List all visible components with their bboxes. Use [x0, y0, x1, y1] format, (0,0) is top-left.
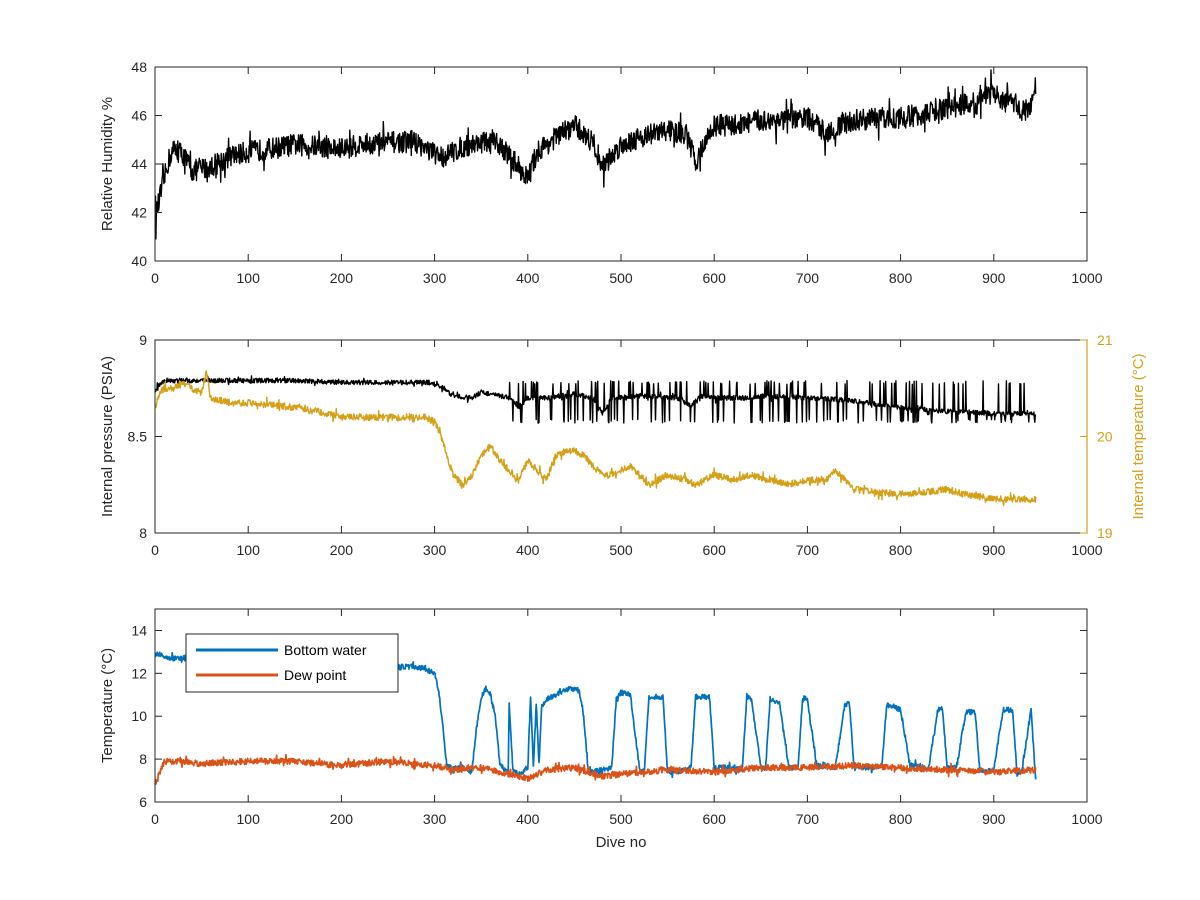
panel-2-xtick-label: 200 — [330, 542, 354, 558]
panel-3-xtick-label: 800 — [889, 811, 913, 827]
panel-3-xtick-label: 900 — [982, 811, 1006, 827]
panel-3-xtick-label: 0 — [151, 811, 159, 827]
panel-2-xtick-label: 1000 — [1071, 542, 1102, 558]
panel-1-xtick-label: 800 — [889, 270, 913, 286]
panel-1-xtick-label: 100 — [237, 270, 261, 286]
panel-3-xtick-label: 1000 — [1071, 811, 1102, 827]
panel-2-ylabel-right: Internal temperature (°C) — [1130, 353, 1147, 519]
panel-2-xtick-label: 300 — [423, 542, 447, 558]
panel-2-xtick-label: 500 — [609, 542, 633, 558]
panel-2-xtick-label: 100 — [237, 542, 261, 558]
panel-3-xtick-label: 500 — [609, 811, 633, 827]
panel-1-ytick-label: 40 — [131, 253, 147, 269]
panel-3-xlabel: Dive no — [596, 834, 647, 851]
panel-2-ytick-label: 9 — [139, 332, 147, 348]
panel-2-ytick-right-label: 20 — [1097, 429, 1113, 445]
panel-1-axes-box — [154, 66, 1088, 262]
panel-1-xtick-label: 0 — [151, 270, 159, 286]
panel-3-xtick-label: 400 — [516, 811, 540, 827]
panel-2-xtick-label: 800 — [889, 542, 913, 558]
panel-1-ylabel: Relative Humidity % — [99, 97, 116, 231]
panel-2-xtick-label: 0 — [151, 542, 159, 558]
legend-label-dew-point: Dew point — [284, 667, 346, 683]
panel-1-xtick-label: 900 — [982, 270, 1006, 286]
panel-3-xtick-label: 300 — [423, 811, 447, 827]
panel-1-xtick-label: 300 — [423, 270, 447, 286]
panel-3-xtick-label: 200 — [330, 811, 354, 827]
panel-3-xtick-label: 600 — [703, 811, 727, 827]
panel-1-xtick-label: 1000 — [1071, 270, 1102, 286]
panel-1-xtick-label: 700 — [796, 270, 820, 286]
panel-2-series-left-0 — [155, 375, 1037, 424]
panel-1-ytick-label: 48 — [131, 59, 147, 75]
panel-2-ytick-label: 8 — [139, 525, 147, 541]
panel-2-xtick-label: 600 — [703, 542, 727, 558]
panel-1-xtick-label: 500 — [609, 270, 633, 286]
panel-2-ytick-label: 8.5 — [128, 429, 148, 445]
panel-3-ytick-label: 14 — [131, 622, 147, 638]
panel-3-ytick-label: 8 — [139, 751, 147, 767]
panel-1-series-line-0 — [155, 69, 1037, 240]
panel-3-xtick-label: 700 — [796, 811, 820, 827]
panel-1-xtick-label: 600 — [703, 270, 727, 286]
panel-2-ytick-right-label: 21 — [1097, 332, 1113, 348]
panel-3-ytick-label: 10 — [131, 708, 147, 724]
panel-3-legend-box — [185, 633, 399, 693]
panel-1-ytick-label: 46 — [131, 108, 147, 124]
panel-2-xtick-label: 900 — [982, 542, 1006, 558]
panel-3-ytick-label: 12 — [131, 665, 147, 681]
panel-1-ytick-label: 42 — [131, 205, 147, 221]
panel-2-series-right-1 — [155, 370, 1037, 507]
panel-2-ylabel: Internal pressure (PSIA) — [99, 356, 116, 517]
panel-2-ytick-right-label: 19 — [1097, 525, 1113, 541]
panel-2-xtick-label: 700 — [796, 542, 820, 558]
panel-1-ytick-label: 44 — [131, 156, 147, 172]
panel-1-xtick-label: 400 — [516, 270, 540, 286]
panel-3-ytick-label: 6 — [139, 794, 147, 810]
legend-label-bottom-water: Bottom water — [284, 642, 367, 658]
panel-3-ylabel: Temperature (°C) — [99, 648, 116, 763]
panel-1-xtick-label: 200 — [330, 270, 354, 286]
panel-3-xtick-label: 100 — [237, 811, 261, 827]
panel-2-xtick-label: 400 — [516, 542, 540, 558]
panel-2-axes-box — [154, 339, 1088, 534]
panel-3-series-dew-point — [155, 753, 1037, 786]
